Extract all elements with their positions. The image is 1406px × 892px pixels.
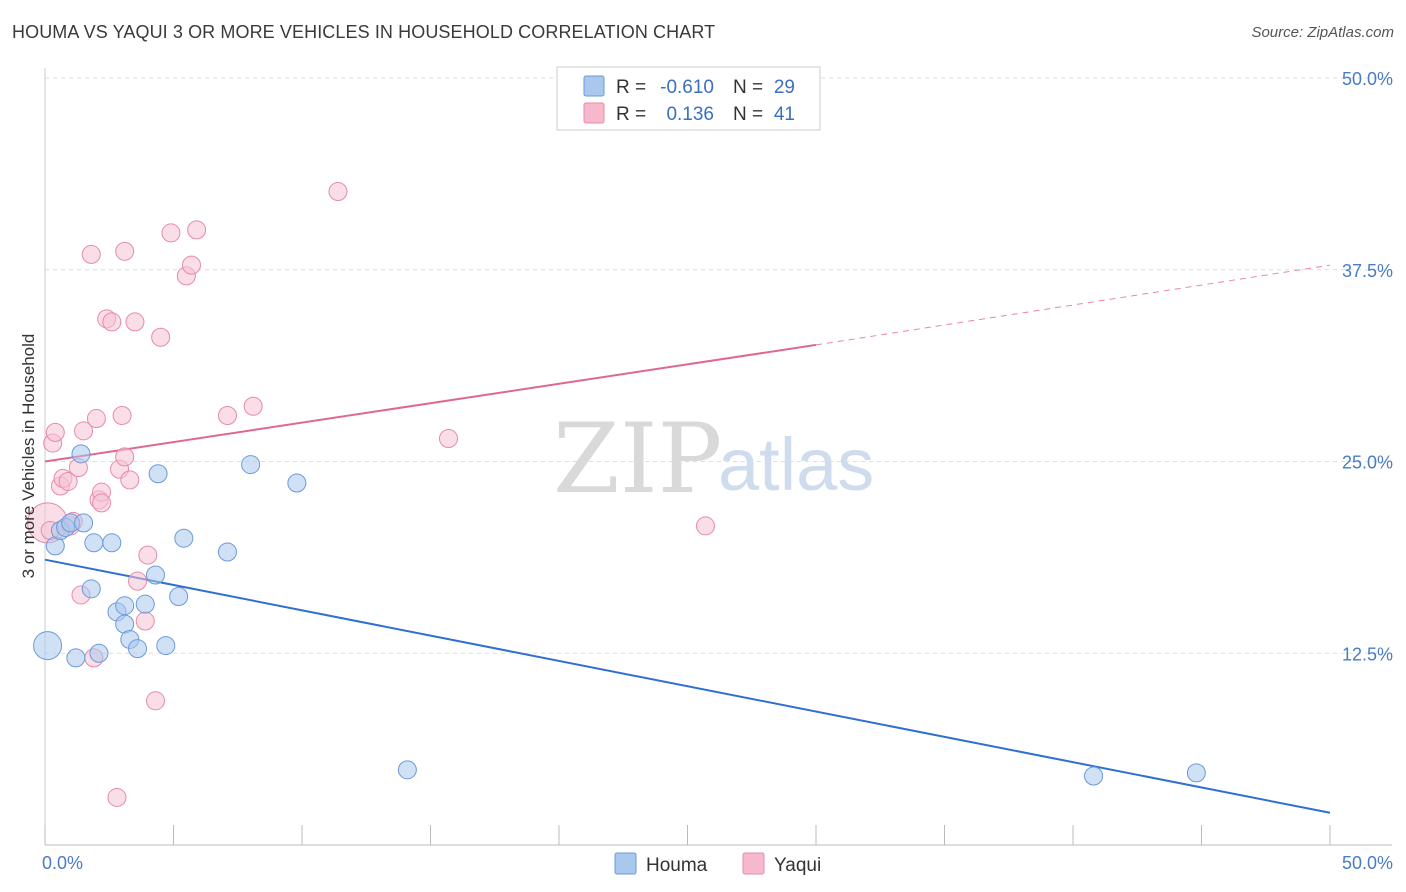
yaqui-trend-extension xyxy=(815,264,1331,346)
yaqui-point-27 xyxy=(138,545,158,565)
bottom-legend-swatch-houma xyxy=(614,852,637,875)
y-tick-label-2: 37.5% xyxy=(1342,261,1393,281)
series-legend: Houma Yaqui xyxy=(614,852,821,876)
y-axis-title: 3 or more Vehicles in Household xyxy=(19,334,38,579)
y-tick-label-3: 50.0% xyxy=(1342,69,1393,89)
yaqui-point-34 xyxy=(217,405,237,425)
houma-point-22 xyxy=(156,636,176,656)
x-tick-label-1: 50.0% xyxy=(1342,853,1393,873)
y-tick-label-1: 25.0% xyxy=(1342,453,1393,473)
yaqui-point-10 xyxy=(74,421,94,441)
houma-point-16 xyxy=(128,639,148,659)
houma-point-17 xyxy=(135,594,155,614)
axes xyxy=(44,68,1392,846)
yaqui-point-21 xyxy=(115,241,135,261)
houma-point-23 xyxy=(217,542,237,562)
yaqui-point-30 xyxy=(161,223,181,243)
houma-point-0 xyxy=(33,631,63,661)
bottom-legend-label-houma: Houma xyxy=(646,855,708,876)
y-tick-label-0: 12.5% xyxy=(1342,644,1393,664)
yaqui-point-23 xyxy=(120,470,140,490)
houma-point-26 xyxy=(397,760,417,780)
legend-r-label-houma: R = xyxy=(616,77,646,98)
legend-r-value-houma: -0.610 xyxy=(660,77,714,98)
houma-point-19 xyxy=(148,464,168,484)
grid-lines xyxy=(45,77,1392,654)
yaqui-point-17 xyxy=(102,312,122,332)
yaqui-point-32 xyxy=(181,255,201,275)
yaqui-point-35 xyxy=(243,396,263,416)
yaqui-point-40 xyxy=(92,493,112,513)
yaqui-point-29 xyxy=(151,327,171,347)
houma-point-8 xyxy=(81,579,101,599)
yaqui-point-24 xyxy=(125,312,145,332)
houma-trend-line xyxy=(44,558,1331,814)
yaqui-point-33 xyxy=(187,220,207,240)
yaqui-point-13 xyxy=(86,409,106,429)
chart-title: HOUMA VS YAQUI 3 OR MORE VEHICLES IN HOU… xyxy=(12,22,716,42)
tick-labels: 12.5% 25.0% 37.5% 50.0% 0.0% 50.0% xyxy=(42,69,1393,873)
yaqui-point-5 xyxy=(58,471,78,491)
watermark-zip: ZIP xyxy=(553,403,722,515)
yaqui-point-11 xyxy=(81,244,101,264)
legend-n-label-houma: N = xyxy=(733,77,763,98)
yaqui-point-28 xyxy=(146,691,166,711)
yaqui-point-38 xyxy=(695,516,715,536)
trend-lines xyxy=(44,264,1331,814)
yaqui-point-2 xyxy=(45,422,65,442)
yaqui-point-37 xyxy=(438,428,458,448)
houma-point-14 xyxy=(115,596,135,616)
legend-n-label-yaqui: N = xyxy=(733,104,763,125)
legend-n-value-yaqui: 41 xyxy=(774,104,795,125)
yaqui-trend-line xyxy=(44,343,817,463)
data-points xyxy=(27,182,1206,807)
bottom-legend-label-yaqui: Yaqui xyxy=(774,855,821,876)
houma-point-18 xyxy=(146,565,166,585)
legend-r-label-yaqui: R = xyxy=(616,104,646,125)
houma-point-21 xyxy=(174,528,194,548)
stats-legend: R = -0.610 N = 29 R = 0.136 N = 41 xyxy=(556,66,821,131)
yaqui-point-36 xyxy=(328,182,348,202)
houma-point-7 xyxy=(74,513,94,533)
bottom-legend-swatch-yaqui xyxy=(742,852,765,875)
houma-point-10 xyxy=(89,643,109,663)
houma-point-20 xyxy=(169,586,189,606)
houma-point-27 xyxy=(1084,766,1104,786)
yaqui-point-25 xyxy=(128,571,148,591)
houma-point-25 xyxy=(287,473,307,493)
houma-point-11 xyxy=(102,533,122,553)
houma-point-24 xyxy=(241,455,261,475)
legend-swatch-houma xyxy=(583,75,605,97)
legend-swatch-yaqui xyxy=(583,102,605,124)
yaqui-point-22 xyxy=(115,447,135,467)
houma-point-28 xyxy=(1186,763,1206,783)
legend-r-value-yaqui: 0.136 xyxy=(666,104,714,125)
yaqui-point-20 xyxy=(112,405,132,425)
watermark-atlas: atlas xyxy=(718,423,874,506)
houma-point-5 xyxy=(66,648,86,668)
houma-point-6 xyxy=(71,444,91,464)
legend-n-value-houma: 29 xyxy=(774,77,795,98)
yaqui-point-18 xyxy=(107,787,127,807)
yaqui-point-26 xyxy=(135,611,155,631)
source-credit: Source: ZipAtlas.com xyxy=(1251,24,1394,41)
x-tick-label-0: 0.0% xyxy=(42,853,83,873)
houma-point-9 xyxy=(84,533,104,553)
